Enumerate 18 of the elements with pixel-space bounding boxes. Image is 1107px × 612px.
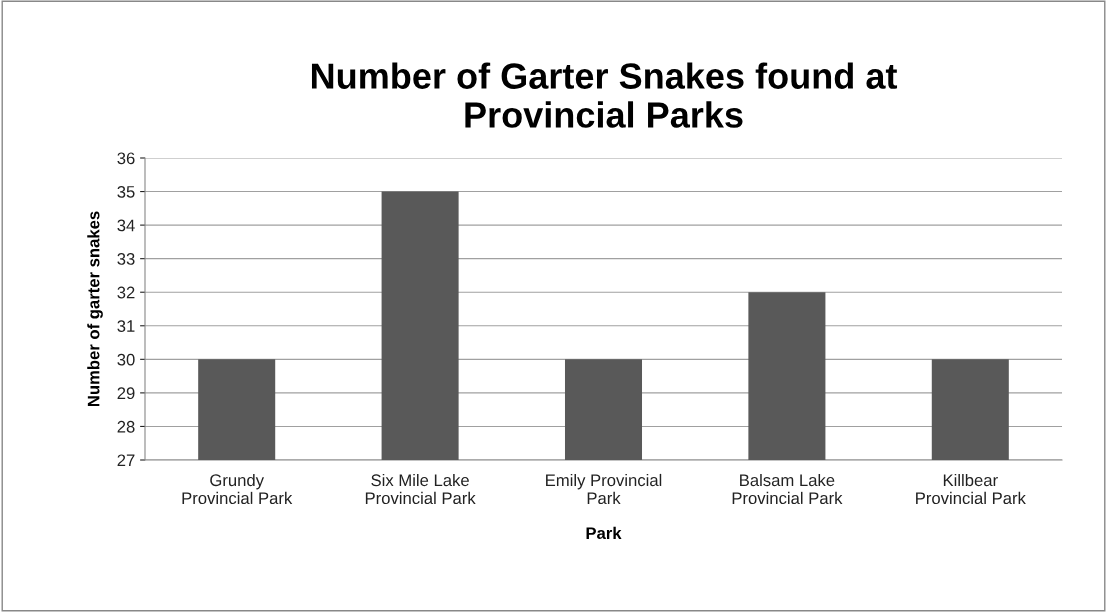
x-axis-title: Park [586,526,622,540]
y-axis-title: Number of garter snakes [87,211,103,407]
x-tick-label: Six Mile Lake Provincial Park [365,473,476,505]
x-tick-label: Balsam Lake Provincial Park [732,473,843,505]
x-tick-label: Grundy Provincial Park [182,473,293,505]
y-tick-label: 27 [117,454,135,467]
chart-title: Number of Garter Snakes found at Provincial Parks [311,62,898,128]
y-tick-label: 32 [117,286,135,299]
y-tick-label: 35 [117,185,135,198]
y-tick-label: 29 [117,387,135,400]
y-tick-label: 33 [117,253,135,265]
y-tick-label: 31 [117,320,135,332]
y-tick-label: 30 [117,353,135,366]
y-tick-label: 36 [117,152,135,165]
y-tick-label: 28 [117,420,135,433]
y-tick-label: 34 [117,219,135,232]
x-tick-label: Killbear Provincial Park [916,473,1026,505]
x-tick-label: Emily Provincial Park [546,473,662,505]
